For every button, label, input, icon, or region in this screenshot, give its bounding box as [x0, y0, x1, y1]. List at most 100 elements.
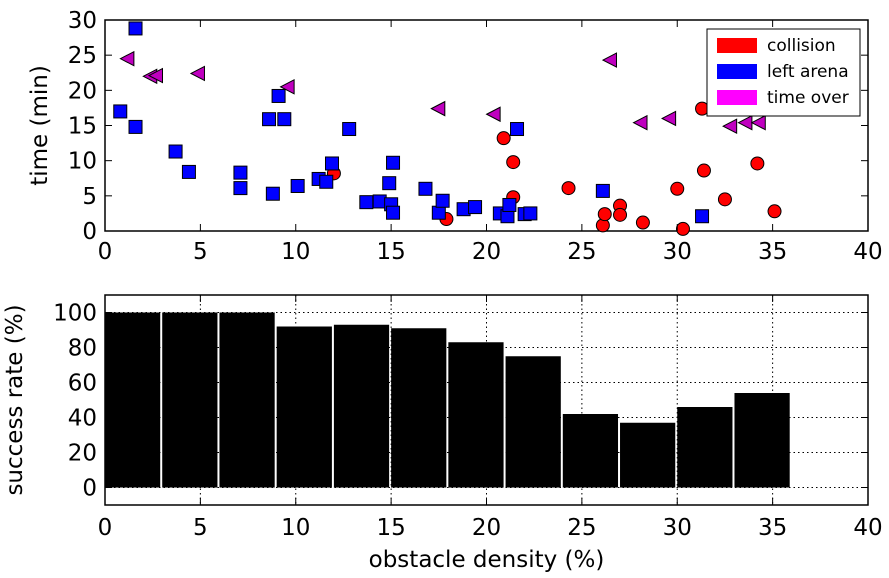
- collision-marker: [635, 215, 650, 230]
- time-over-marker: [750, 114, 766, 131]
- success-rate-bar: [162, 312, 218, 488]
- left-arena-marker: [113, 104, 128, 119]
- time-over-marker: [279, 78, 295, 95]
- success-rate-bar: [333, 324, 390, 488]
- left-arena-marker: [319, 174, 334, 189]
- bar-chart-x-tick-label: 15: [376, 515, 405, 541]
- left-arena-marker: [233, 181, 248, 196]
- legend-label: collision: [767, 36, 836, 56]
- scatter-y-tick-label: 10: [68, 149, 97, 175]
- left-arena-marker: [359, 195, 374, 210]
- bar-chart-y-tick-label: 0: [82, 476, 97, 502]
- success-rate-bar: [276, 326, 332, 488]
- left-arena-marker: [168, 144, 183, 159]
- bar-chart-x-tick-label: 35: [758, 515, 787, 541]
- scatter-y-axis-label: time (min): [27, 65, 53, 186]
- left-arena-marker: [435, 193, 450, 208]
- time-over-marker: [737, 114, 753, 131]
- left-arena-marker: [386, 155, 401, 170]
- legend-label: time over: [767, 88, 849, 108]
- collision-marker: [670, 181, 685, 196]
- left-arena-marker: [502, 197, 517, 212]
- bar-chart-y-tick-label: 80: [68, 336, 97, 362]
- left-arena-marker: [418, 181, 433, 196]
- bar-chart-x-tick-label: 25: [567, 515, 596, 541]
- scatter-plot: 0 5 10 15 20 25 30 35 40 0 5 10 15 20 25 30 time (min)…: [27, 8, 883, 265]
- left-arena-marker: [265, 186, 280, 201]
- left-arena-marker: [431, 205, 446, 220]
- left-arena-marker: [271, 88, 286, 103]
- left-arena-marker: [181, 164, 196, 179]
- success-rate-bar: [219, 312, 275, 488]
- success-rate-bar: [391, 328, 447, 488]
- success-rate-bar: [677, 407, 733, 488]
- collision-marker: [767, 204, 782, 219]
- left-arena-marker: [233, 165, 248, 180]
- time-over-marker: [189, 65, 205, 82]
- time-over-marker: [601, 52, 617, 68]
- bar-chart: 0 5 10 15 20 25 30 35 40 0 20 40 60 80 100 success ra…: [2, 294, 883, 573]
- scatter-x-tick-label: 0: [98, 239, 113, 265]
- left-arena-marker: [262, 112, 277, 127]
- left-arena-marker: [277, 112, 292, 127]
- bar-chart-x-tick-label: 40: [853, 515, 882, 541]
- bar-chart-y-ticks: 0 20 40 60 80 100: [53, 301, 868, 502]
- left-arena-marker: [324, 156, 339, 171]
- time-over-marker: [147, 67, 164, 84]
- legend-swatch: [717, 38, 757, 53]
- left-arena-marker: [128, 119, 143, 134]
- collision-marker: [675, 221, 690, 236]
- legend-swatch: [717, 64, 757, 79]
- scatter-y-tick-label: 5: [82, 184, 97, 210]
- scatter-x-tick-label: 30: [663, 239, 692, 265]
- scatter-x-tick-label: 10: [281, 239, 310, 265]
- scatter-y-tick-label: 30: [68, 8, 97, 34]
- bar-chart-x-tick-label: 20: [472, 515, 501, 541]
- scatter-y-tick-label: 25: [68, 43, 97, 69]
- time-over-marker: [119, 50, 135, 67]
- collision-marker: [750, 156, 765, 171]
- scatter-y-ticks: 0 5 10 15 20 25 30: [68, 8, 868, 245]
- success-rate-bar: [620, 422, 676, 488]
- bar-chart-bars: [105, 312, 790, 488]
- success-rate-bar: [105, 312, 161, 488]
- success-rate-bar: [734, 393, 790, 488]
- left-arena-marker: [128, 21, 143, 36]
- left-arena-marker: [386, 205, 401, 220]
- success-rate-bar: [562, 414, 619, 488]
- bar-chart-x-tick-label: 5: [193, 515, 208, 541]
- bar-chart-y-tick-label: 60: [68, 371, 97, 397]
- legend: collision left arena time over: [706, 28, 861, 117]
- scatter-x-tick-label: 20: [472, 239, 501, 265]
- left-arena-marker: [510, 122, 525, 137]
- bar-chart-y-tick-label: 40: [68, 406, 97, 432]
- scatter-x-tick-label: 40: [853, 239, 882, 265]
- scatter-x-tick-label: 35: [758, 239, 787, 265]
- collision-marker: [717, 192, 732, 207]
- collision-marker: [496, 131, 511, 146]
- bar-chart-y-tick-label: 20: [68, 441, 97, 467]
- left-arena-marker: [342, 122, 357, 137]
- scatter-y-tick-label: 20: [68, 78, 97, 104]
- scatter-x-tick-label: 15: [376, 239, 405, 265]
- time-over-marker: [430, 100, 446, 117]
- scatter-x-ticks: 0 5 10 15 20 25 30 35 40: [98, 20, 883, 265]
- scatter-markers: [113, 21, 782, 236]
- collision-marker: [506, 155, 521, 170]
- bar-chart-x-tick-label: 10: [281, 515, 310, 541]
- left-arena-marker: [595, 183, 610, 198]
- bar-chart-x-axis-label: obstacle density (%): [369, 547, 605, 573]
- left-arena-marker: [468, 200, 483, 215]
- left-arena-marker: [695, 209, 710, 224]
- bar-chart-x-ticks: 0 5 10 15 20 25 30 35 40: [98, 295, 883, 541]
- success-rate-bar: [448, 342, 504, 488]
- success-rate-bar: [505, 356, 561, 488]
- bar-chart-x-tick-label: 30: [663, 515, 692, 541]
- left-arena-marker: [523, 206, 538, 221]
- legend-swatch: [717, 90, 757, 105]
- left-arena-marker: [290, 178, 305, 193]
- left-arena-marker: [382, 176, 397, 191]
- bar-chart-y-axis-label: success rate (%): [2, 304, 28, 495]
- scatter-x-tick-label: 5: [193, 239, 208, 265]
